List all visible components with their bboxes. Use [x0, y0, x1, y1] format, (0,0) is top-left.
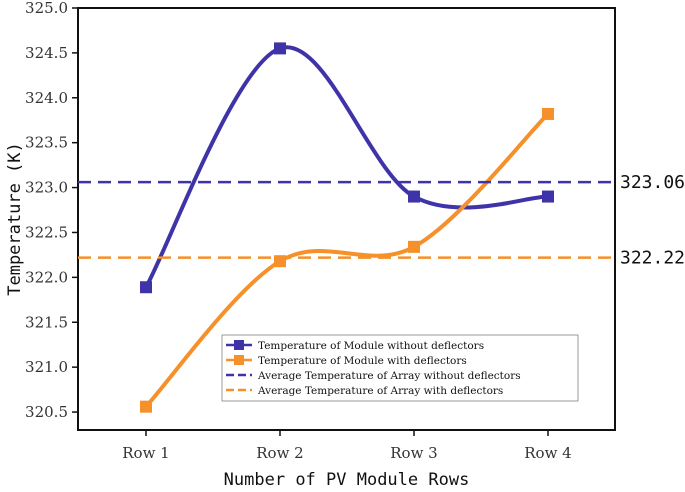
legend-entry: Temperature of Module with deflectors [226, 355, 467, 367]
x-tick-label: Row 1 [122, 444, 169, 462]
axes: 320.5 321.0 321.5 322.0 322.5 323.0 323.5 324.0… [25, 0, 572, 462]
x-tick-label: Row 2 [256, 444, 303, 462]
x-axis-title: Number of PV Module Rows [224, 470, 470, 490]
y-tick-label: 324.0 [25, 89, 68, 107]
reference-line-label: 323.06 [620, 172, 685, 193]
series-2 [140, 107, 554, 413]
legend-label: Average Temperature of Array with deflec… [257, 385, 503, 397]
legend-label: Temperature of Module with deflectors [258, 355, 467, 367]
legend-label: Temperature of Module without deflectors [258, 340, 484, 352]
series-1 [140, 42, 554, 294]
data-point [408, 190, 420, 203]
reference-lines: 323.06 322.22 [78, 172, 685, 269]
y-tick-label: 324.5 [25, 44, 68, 62]
y-axis-title: Temperature (K) [5, 142, 25, 296]
legend-entry: Temperature of Module without deflectors [226, 340, 484, 352]
data-point [542, 190, 554, 203]
data-point [274, 42, 286, 55]
y-tick-label: 325.0 [25, 0, 68, 17]
legend-marker [234, 355, 244, 365]
legend-entry: Average Temperature of Array without def… [226, 370, 521, 382]
data-point [408, 240, 420, 253]
legend-label: Average Temperature of Array without def… [257, 370, 521, 382]
x-tick-label: Row 3 [390, 444, 437, 462]
y-tick-label: 320.5 [25, 403, 68, 421]
y-tick-label: 323.5 [25, 134, 68, 152]
data-point [140, 281, 152, 294]
y-tick-label: 322.0 [25, 268, 68, 286]
legend-marker [234, 340, 244, 350]
legend: Temperature of Module without deflectors… [221, 334, 579, 402]
y-tick-label: 322.5 [25, 223, 68, 241]
y-tick-label: 321.0 [25, 358, 68, 376]
data-point [542, 107, 554, 120]
y-tick-label: 321.5 [25, 313, 68, 331]
reference-line-label: 322.22 [620, 248, 685, 269]
x-tick-label: Row 4 [524, 444, 571, 462]
series-line [144, 112, 550, 409]
y-tick-label: 323.0 [25, 179, 68, 197]
series-layer [140, 42, 554, 413]
legend-entry: Average Temperature of Array with deflec… [226, 385, 503, 397]
data-point [140, 400, 152, 413]
legend-box [221, 334, 579, 402]
series-line [144, 45, 549, 289]
